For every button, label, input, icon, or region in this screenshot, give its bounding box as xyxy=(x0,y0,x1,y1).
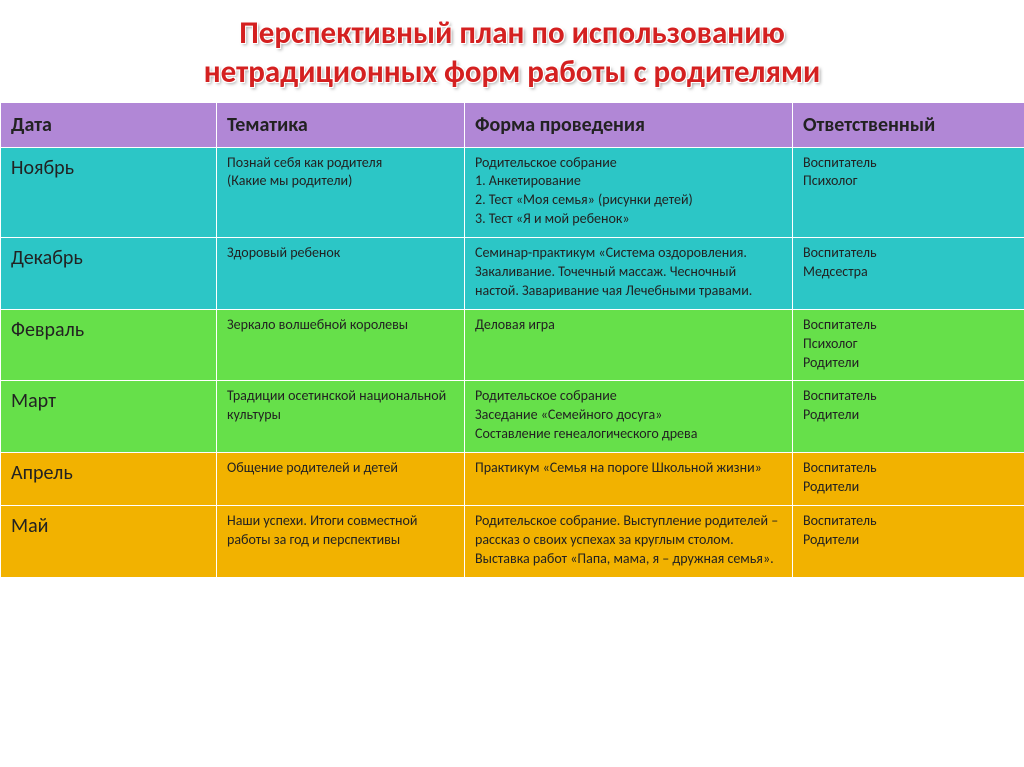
cell-form: Родительское собрание. Выступление родит… xyxy=(465,505,793,577)
table-row: АпрельОбщение родителей и детейПрактикум… xyxy=(1,453,1024,506)
col-header-date: Дата xyxy=(1,102,217,147)
plan-table: Дата Тематика Форма проведения Ответстве… xyxy=(0,102,1024,578)
page-title-line1: Перспективный план по использованию xyxy=(20,14,1004,53)
cell-form: Семинар-практикум «Система оздоровления.… xyxy=(465,238,793,310)
cell-theme: Зеркало волшебной королевы xyxy=(217,309,465,381)
cell-theme: Познай себя как родителя(Какие мы родите… xyxy=(217,147,465,238)
cell-resp: ВоспитательПсихолог xyxy=(793,147,1024,238)
cell-resp: ВоспитательРодители xyxy=(793,453,1024,506)
cell-resp: ВоспитательРодители xyxy=(793,505,1024,577)
cell-resp: ВоспитательМедсестра xyxy=(793,238,1024,310)
table-row: МайНаши успехи. Итоги совместной работы … xyxy=(1,505,1024,577)
cell-resp: ВоспитательПсихологРодители xyxy=(793,309,1024,381)
cell-theme: Наши успехи. Итоги совместной работы за … xyxy=(217,505,465,577)
cell-form: Деловая игра xyxy=(465,309,793,381)
page-title-region: Перспективный план по использованию нетр… xyxy=(0,0,1024,102)
cell-theme: Общение родителей и детей xyxy=(217,453,465,506)
cell-date: Май xyxy=(1,505,217,577)
cell-date: Февраль xyxy=(1,309,217,381)
cell-date: Ноябрь xyxy=(1,147,217,238)
col-header-form: Форма проведения xyxy=(465,102,793,147)
table-row: НоябрьПознай себя как родителя(Какие мы … xyxy=(1,147,1024,238)
table-header-row: Дата Тематика Форма проведения Ответстве… xyxy=(1,102,1024,147)
cell-date: Март xyxy=(1,381,217,453)
table-row: ДекабрьЗдоровый ребенокСеминар-практикум… xyxy=(1,238,1024,310)
cell-date: Декабрь xyxy=(1,238,217,310)
cell-resp: ВоспитательРодители xyxy=(793,381,1024,453)
col-header-resp: Ответственный xyxy=(793,102,1024,147)
cell-form: Практикум «Семья на пороге Школьной жизн… xyxy=(465,453,793,506)
cell-theme: Традиции осетинской национальной культур… xyxy=(217,381,465,453)
table-row: ФевральЗеркало волшебной королевыДеловая… xyxy=(1,309,1024,381)
cell-form: Родительское собраниеЗаседание «Семейног… xyxy=(465,381,793,453)
cell-theme: Здоровый ребенок xyxy=(217,238,465,310)
table-row: МартТрадиции осетинской национальной кул… xyxy=(1,381,1024,453)
page-title-line2: нетрадиционных форм работы с родителями xyxy=(20,53,1004,92)
cell-form: Родительское собрание1. Анкетирование2. … xyxy=(465,147,793,238)
cell-date: Апрель xyxy=(1,453,217,506)
col-header-theme: Тематика xyxy=(217,102,465,147)
